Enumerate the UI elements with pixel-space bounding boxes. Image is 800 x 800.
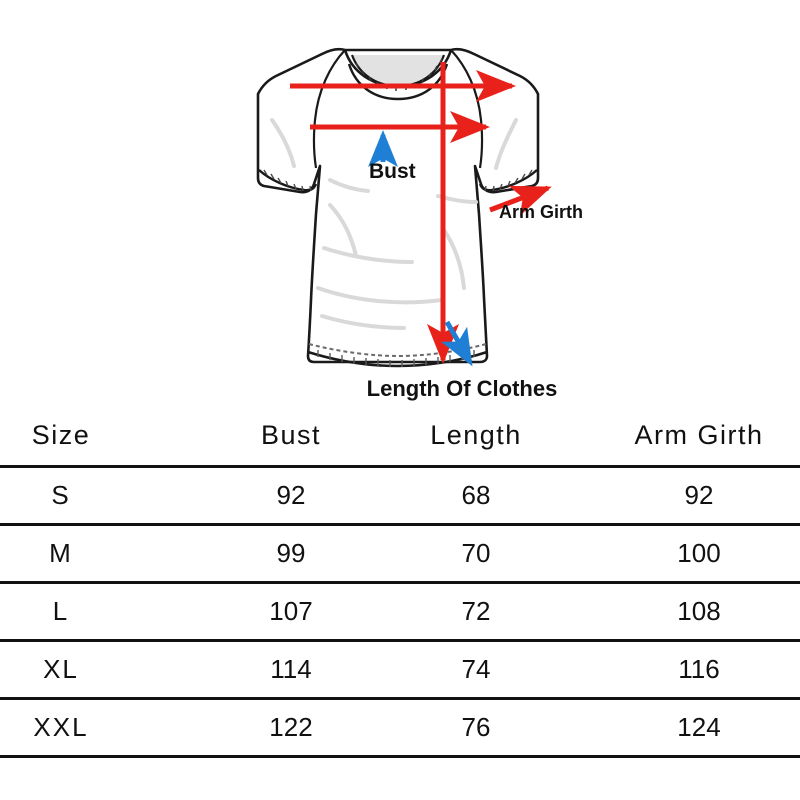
garment-measurement-diagram: Bust Arm Girth Length Of Clothes bbox=[256, 47, 583, 401]
cell-length: 76 bbox=[390, 697, 580, 758]
cell-arm-girth: 100 bbox=[580, 523, 800, 583]
cell-bust: 114 bbox=[200, 639, 390, 699]
cell-size: L bbox=[0, 581, 200, 641]
cell-length: 74 bbox=[390, 639, 580, 699]
sleeve-cuff-right-ribbing bbox=[484, 169, 533, 192]
column-header-size: Size bbox=[31, 419, 91, 450]
column-header-arm-girth: Arm Girth bbox=[634, 419, 764, 450]
table-row: M 99 70 100 bbox=[0, 523, 800, 583]
cell-arm-girth: 124 bbox=[580, 697, 800, 758]
collar-lower-edge bbox=[347, 63, 449, 101]
sleeve-cuff-left bbox=[258, 169, 318, 192]
bottom-hem bbox=[308, 343, 487, 358]
sleeve-cuff-left-ribbing bbox=[263, 169, 312, 192]
cell-bust: 107 bbox=[200, 581, 390, 641]
fabric-shading bbox=[270, 118, 518, 330]
arm-girth-measure-line bbox=[489, 185, 552, 216]
table-header-row: Size Bust Length Arm Girth bbox=[0, 405, 800, 467]
arm-girth-label: Arm Girth bbox=[499, 202, 583, 222]
cell-arm-girth: 108 bbox=[580, 581, 800, 641]
cell-bust: 92 bbox=[200, 465, 390, 525]
cell-size: XL bbox=[0, 639, 200, 699]
length-pointer-arrow bbox=[441, 320, 473, 367]
bust-label: Bust bbox=[369, 160, 416, 183]
table-row: XXL 122 76 124 bbox=[0, 697, 800, 758]
table-row: S 92 68 92 bbox=[0, 465, 800, 525]
cell-size: XXL bbox=[0, 697, 200, 758]
column-header-length: Length bbox=[430, 419, 522, 450]
cell-length: 72 bbox=[390, 581, 580, 641]
cell-arm-girth: 92 bbox=[580, 465, 800, 525]
cell-size: S bbox=[0, 465, 200, 525]
cell-size: M bbox=[0, 523, 200, 583]
length-of-clothes-label: Length Of Clothes bbox=[367, 376, 558, 401]
column-header-bust: Bust bbox=[260, 419, 322, 450]
cell-bust: 122 bbox=[200, 697, 390, 758]
size-chart-table: Size Bust Length Arm Girth S 92 68 92 M … bbox=[0, 405, 800, 758]
raglan-seam-left bbox=[312, 49, 346, 169]
cell-length: 70 bbox=[390, 523, 580, 583]
cell-arm-girth: 116 bbox=[580, 639, 800, 699]
cell-length: 68 bbox=[390, 465, 580, 525]
cell-bust: 99 bbox=[200, 523, 390, 583]
table-row: XL 114 74 116 bbox=[0, 639, 800, 699]
table-row: L 107 72 108 bbox=[0, 581, 800, 641]
sleeve-cuff-right bbox=[478, 169, 538, 192]
